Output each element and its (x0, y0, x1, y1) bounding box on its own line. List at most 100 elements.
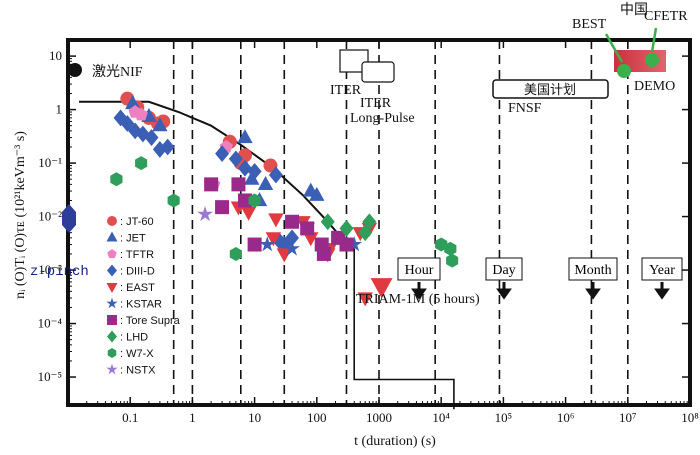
x-axis-label: t (duration) (s) (354, 434, 436, 449)
point-tore-supra (237, 193, 252, 208)
month-label: Month (574, 263, 611, 278)
point-diii-d (160, 138, 175, 156)
point-tore-supra (231, 177, 246, 192)
performance-boundary-curve (79, 100, 355, 250)
y-tick-label: 10 (49, 48, 62, 63)
legend-label-tore-supra: : Tore Supra (120, 315, 181, 327)
point-lhd (362, 213, 377, 231)
x-tick-label: 10⁶ (557, 410, 575, 425)
point-diii-d (120, 115, 135, 132)
x-tick-label: 10⁴ (432, 410, 450, 425)
y-tick-label: 10⁻³ (38, 262, 62, 277)
legend-marker-nstx (106, 363, 118, 375)
point-east (370, 278, 393, 299)
point-w7-x (229, 247, 242, 261)
point-jet (244, 170, 260, 185)
point-tore-supra (215, 200, 230, 215)
day-label: Day (492, 263, 515, 278)
hour-marker: Hour (397, 257, 441, 300)
y-tick-label: 10⁻⁵ (38, 369, 62, 384)
point-diii-d (215, 145, 230, 163)
point-lhd (320, 213, 335, 231)
y-tick-label: 1 (56, 102, 63, 117)
x-tick-label: 0.1 (122, 410, 138, 425)
point-jet (152, 117, 168, 132)
legend-label-w7-x: : W7-X (120, 348, 154, 360)
nif-label: 激光NIF (92, 63, 143, 80)
x-tick-label: 1000 (366, 410, 392, 425)
china-label: 中国 (620, 2, 648, 18)
x-tick-label: 10⁷ (619, 410, 637, 425)
best-label: BEST (572, 17, 607, 32)
point-diii-d (144, 129, 159, 146)
point-diii-d (268, 166, 283, 184)
y-axis-label: nᵢ (O)Tᵢ (O)τᴇ (10²¹keVm⁻³ s) (13, 131, 28, 299)
point-east (276, 248, 292, 263)
y-tick-label: 10⁻² (38, 209, 62, 224)
point-jet (237, 129, 253, 144)
iter-label: ITER (330, 83, 362, 98)
legend-marker-lhd (107, 330, 117, 343)
x-tick-label: 1 (189, 410, 196, 425)
point-tore-supra (339, 237, 354, 252)
point-east (357, 292, 373, 307)
point-tore-supra (247, 237, 262, 252)
legend-label-jet: : JET (120, 233, 146, 245)
zpinch-label: z-pinch (30, 264, 89, 280)
point-east (265, 232, 282, 247)
legend-label-lhd: : LHD (120, 332, 148, 344)
best-marker (617, 64, 631, 78)
year-label: Year (649, 263, 675, 278)
legend-marker-east (106, 283, 118, 293)
point-w7-x (444, 241, 457, 256)
curve-layer (79, 100, 455, 410)
point-w7-x (446, 253, 459, 268)
legend-label-diii-d: : DIII-D (120, 266, 155, 278)
point-w7-x (167, 193, 180, 208)
cfetr-label: CFETR (644, 9, 688, 24)
nif-marker (68, 63, 82, 77)
point-diii-d (228, 150, 243, 168)
iter-box (339, 49, 369, 73)
point-kstar (284, 240, 300, 256)
legend-marker-diii-d (107, 264, 117, 277)
legend-marker-tore-supra (107, 315, 117, 325)
point-tore-supra (204, 177, 219, 192)
demo-label: DEMO (634, 79, 675, 94)
point-kstar (346, 236, 363, 252)
point-tore-supra (300, 221, 315, 236)
legend-marker-kstar (106, 297, 118, 309)
legend-layer: : JT-60 : JET : TFTR : DIII-D : EAST : KSTAR:… (106, 216, 181, 377)
point-jet (125, 95, 141, 110)
cfetr-arrow (650, 27, 658, 53)
point-east (268, 213, 284, 228)
point-diii-d (285, 229, 300, 247)
point-w7-x (110, 172, 123, 187)
iter-long-pulse-box (361, 61, 395, 83)
point-nstx (197, 206, 214, 222)
x-tick-label: 10 (248, 410, 261, 425)
legend-marker-jet (106, 231, 118, 242)
point-east (240, 206, 257, 221)
point-lhd (339, 220, 354, 237)
point-w7-x (135, 156, 148, 171)
y-tick-label: 10⁻⁴ (38, 316, 63, 331)
legend-label-tftr: : TFTR (120, 249, 154, 261)
legend-label-kstar: : KSTAR (120, 299, 162, 311)
zpinch-marker (62, 204, 76, 233)
hour-label: Hour (405, 263, 434, 278)
point-diii-d (113, 109, 128, 127)
best-arrow (604, 33, 624, 63)
legend-label-nstx: : NSTX (120, 365, 156, 377)
point-tore-supra (316, 246, 331, 261)
legend-label-jt-60: : JT-60 (120, 216, 154, 228)
fnsf-label: FNSF (508, 101, 542, 116)
legend-marker-w7-x (107, 348, 117, 358)
day-marker: Day (485, 257, 523, 300)
triam-boundary-line (353, 248, 455, 410)
x-tick-label: 10⁸ (681, 410, 699, 425)
legend-label-east: : EAST (120, 282, 155, 294)
point-kstar (259, 236, 276, 252)
x-tick-label: 10⁵ (495, 410, 513, 425)
